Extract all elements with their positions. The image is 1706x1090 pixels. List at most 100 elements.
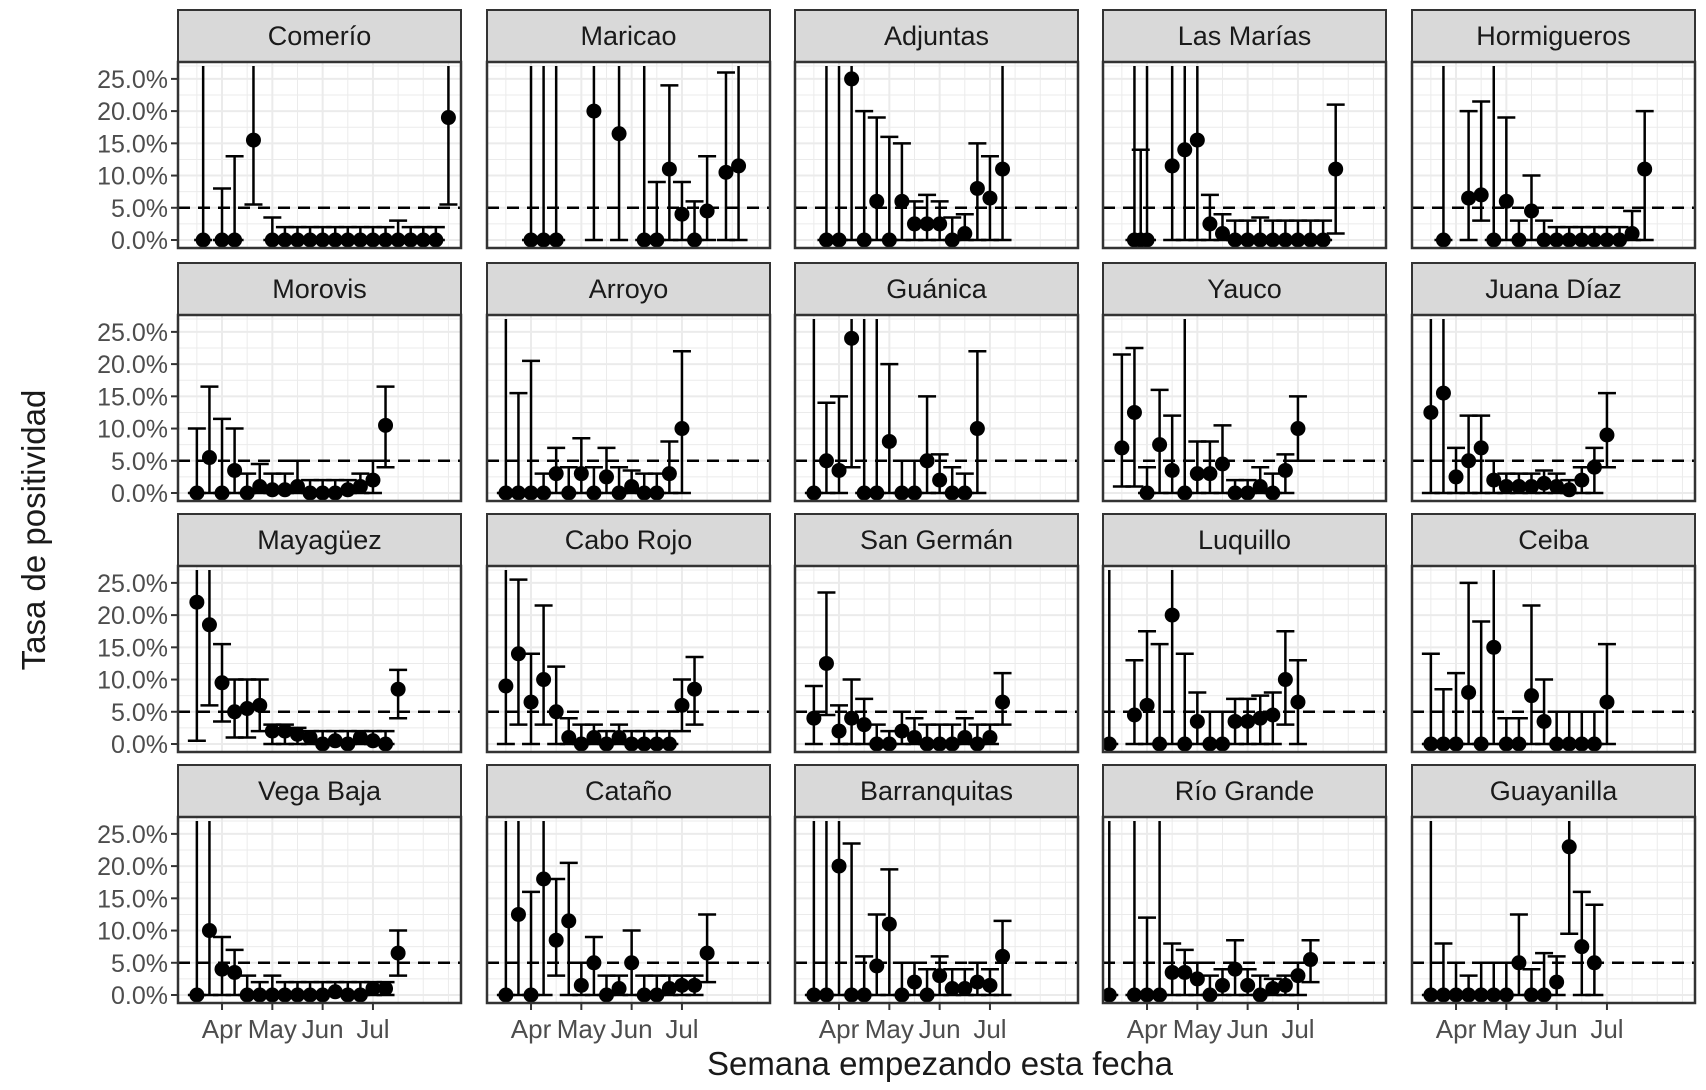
data-point <box>674 421 690 437</box>
data-point <box>1177 142 1193 158</box>
x-tick-label: Apr <box>1127 1014 1168 1044</box>
data-point <box>1227 232 1243 248</box>
data-point <box>1612 232 1628 248</box>
data-point <box>1561 482 1577 498</box>
panel-background <box>487 315 770 501</box>
panel-content <box>178 315 461 501</box>
data-point <box>1523 688 1539 704</box>
data-point <box>1240 977 1256 993</box>
facet-panel: Cataño Apr May Jun Jul <box>485 764 772 1044</box>
data-point <box>1473 440 1489 456</box>
data-point <box>548 932 564 948</box>
facet-strip <box>794 262 1079 316</box>
data-point <box>227 462 243 478</box>
data-point <box>1152 987 1168 1003</box>
data-point <box>302 987 318 1003</box>
data-point <box>227 704 243 720</box>
data-point <box>302 730 318 746</box>
data-point <box>818 232 834 248</box>
data-point <box>856 485 872 501</box>
y-tick-label: 10.0% <box>97 667 168 695</box>
x-tick-label: Jul <box>356 1014 389 1044</box>
panel-background <box>487 817 770 1003</box>
data-point <box>699 945 715 961</box>
panel-content <box>487 817 770 1003</box>
data-point <box>573 466 589 482</box>
data-point <box>957 981 973 997</box>
data-point <box>1227 485 1243 501</box>
data-point <box>214 675 230 691</box>
data-point <box>510 485 526 501</box>
data-point <box>1498 479 1514 495</box>
data-point <box>428 232 444 248</box>
panel-content <box>178 817 461 1003</box>
y-tick-label: 20.0% <box>97 602 168 630</box>
panel-content <box>795 566 1078 752</box>
panel-border <box>485 60 772 250</box>
facet-title: Cataño <box>585 776 672 806</box>
facet-strip <box>1102 9 1387 63</box>
y-tick-label: 25.0% <box>97 570 168 598</box>
data-point <box>649 485 665 501</box>
facet-strip <box>486 9 771 63</box>
data-point <box>277 482 293 498</box>
panel-background <box>487 62 770 248</box>
data-point <box>919 453 935 469</box>
data-point <box>831 462 847 478</box>
data-point <box>957 485 973 501</box>
data-point <box>957 730 973 746</box>
y-tick-label: 10.0% <box>97 918 168 946</box>
facet-title: Adjuntas <box>884 21 989 51</box>
data-point <box>1511 955 1527 971</box>
data-point <box>1277 977 1293 993</box>
data-point <box>1227 713 1243 729</box>
data-point <box>1536 987 1552 1003</box>
data-point <box>1177 964 1193 980</box>
data-point <box>1461 190 1477 206</box>
data-point <box>687 232 703 248</box>
data-point <box>523 232 539 248</box>
data-point <box>831 723 847 739</box>
data-point <box>327 485 343 501</box>
data-point <box>1303 232 1319 248</box>
facet-strip <box>1102 513 1387 567</box>
data-point <box>1549 232 1565 248</box>
y-tick-label: 5.0% <box>111 699 168 727</box>
data-point <box>661 466 677 482</box>
panel-border <box>485 313 772 503</box>
data-point <box>1214 456 1230 472</box>
data-point <box>1277 672 1293 688</box>
data-point <box>1586 232 1602 248</box>
data-point <box>919 736 935 752</box>
data-point <box>919 216 935 232</box>
panel-border <box>1410 313 1697 503</box>
panel-content <box>1412 315 1695 501</box>
data-point <box>1498 193 1514 209</box>
data-point <box>586 103 602 119</box>
y-tick-label: 0.0% <box>111 731 168 759</box>
data-point <box>523 485 539 501</box>
data-point <box>869 193 885 209</box>
data-point <box>573 736 589 752</box>
data-point <box>844 710 860 726</box>
data-point <box>624 955 640 971</box>
data-point <box>227 232 243 248</box>
panel-background <box>487 566 770 752</box>
data-point <box>906 216 922 232</box>
data-point <box>1423 736 1439 752</box>
data-point <box>586 730 602 746</box>
data-point <box>277 987 293 1003</box>
x-tick-label: Jun <box>919 1014 961 1044</box>
data-point <box>1290 421 1306 437</box>
data-point <box>403 232 419 248</box>
data-point <box>1227 961 1243 977</box>
data-point <box>1103 736 1117 752</box>
facet-title: San Germán <box>860 525 1013 555</box>
data-point <box>894 987 910 1003</box>
data-point <box>1448 469 1464 485</box>
data-point <box>1574 232 1590 248</box>
facet-strip <box>177 9 462 63</box>
data-point <box>1139 697 1155 713</box>
y-tick-label: 5.0% <box>111 950 168 978</box>
